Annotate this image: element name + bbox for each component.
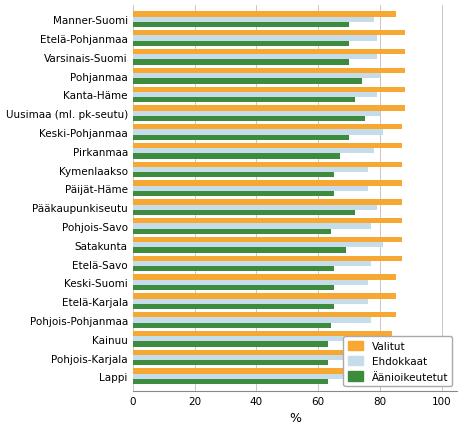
- Bar: [133, 125, 402, 130]
- Bar: [133, 87, 405, 92]
- Bar: [133, 304, 334, 309]
- Bar: [133, 331, 393, 336]
- Bar: [133, 205, 377, 210]
- Bar: [133, 168, 368, 173]
- Bar: [133, 374, 356, 379]
- Bar: [133, 369, 383, 374]
- Bar: [133, 23, 349, 28]
- Bar: [133, 12, 395, 18]
- Bar: [133, 318, 371, 323]
- Bar: [133, 18, 374, 23]
- Bar: [133, 74, 380, 79]
- Bar: [133, 299, 368, 304]
- Bar: [133, 117, 365, 122]
- Bar: [133, 60, 349, 65]
- Bar: [133, 50, 405, 55]
- Bar: [133, 336, 356, 341]
- Bar: [133, 261, 371, 267]
- Bar: [133, 323, 331, 328]
- Bar: [133, 210, 356, 215]
- Bar: [133, 79, 362, 84]
- Bar: [133, 200, 402, 205]
- Bar: [133, 379, 327, 384]
- Bar: [133, 144, 402, 149]
- Bar: [133, 36, 377, 42]
- Bar: [133, 92, 377, 98]
- Bar: [133, 149, 374, 154]
- Bar: [133, 267, 334, 272]
- Bar: [133, 355, 358, 360]
- Bar: [133, 31, 405, 36]
- Bar: [133, 173, 334, 178]
- Legend: Valitut, Ehdokkaat, Äänioikeutetut: Valitut, Ehdokkaat, Äänioikeutetut: [344, 337, 452, 386]
- Bar: [133, 135, 349, 141]
- Bar: [133, 130, 383, 135]
- Bar: [133, 192, 334, 197]
- Bar: [133, 280, 368, 286]
- X-axis label: %: %: [289, 412, 301, 424]
- Bar: [133, 350, 383, 355]
- Bar: [133, 243, 383, 248]
- Bar: [133, 181, 402, 186]
- Bar: [133, 162, 402, 168]
- Bar: [133, 229, 331, 234]
- Bar: [133, 42, 349, 47]
- Bar: [133, 154, 340, 160]
- Bar: [133, 224, 371, 229]
- Bar: [133, 248, 346, 253]
- Bar: [133, 186, 368, 192]
- Bar: [133, 98, 356, 103]
- Bar: [133, 294, 395, 299]
- Bar: [133, 218, 402, 224]
- Bar: [133, 55, 377, 60]
- Bar: [133, 286, 334, 291]
- Bar: [133, 237, 402, 243]
- Bar: [133, 275, 395, 280]
- Bar: [133, 256, 402, 261]
- Bar: [133, 68, 405, 74]
- Bar: [133, 312, 395, 318]
- Bar: [133, 111, 380, 117]
- Bar: [133, 106, 405, 111]
- Bar: [133, 341, 327, 347]
- Bar: [133, 360, 327, 366]
